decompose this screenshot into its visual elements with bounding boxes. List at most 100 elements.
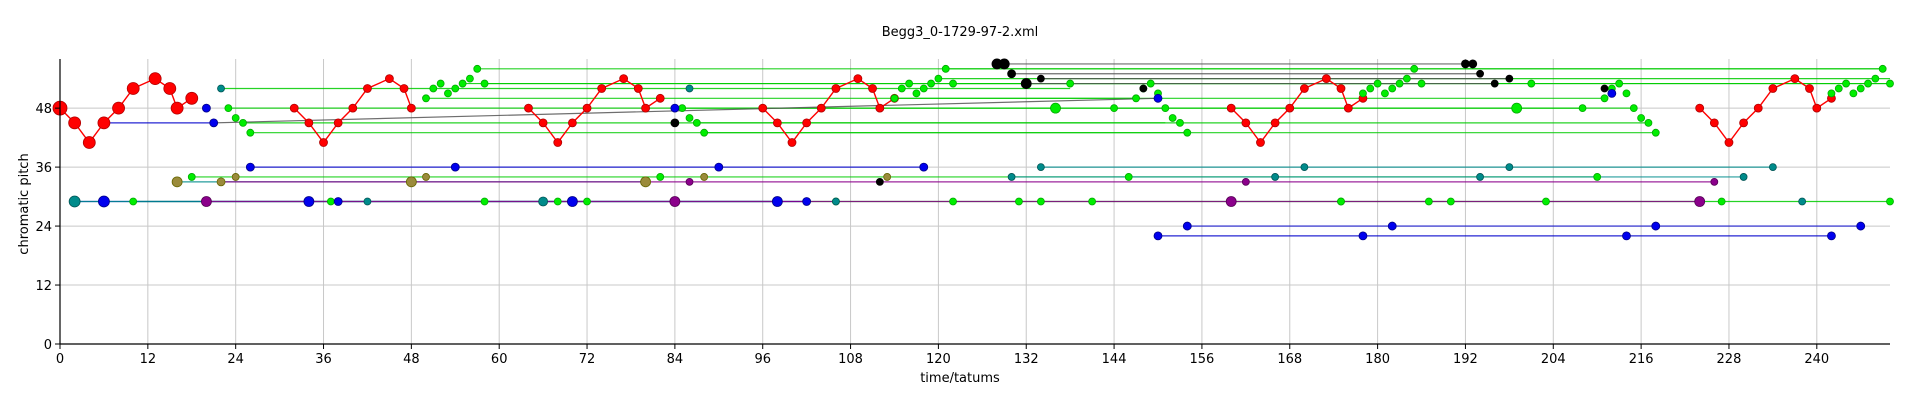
note-marker (245, 162, 255, 172)
note-marker (875, 177, 884, 186)
note-marker (1651, 128, 1660, 137)
y-tick-label: 24 (35, 220, 52, 235)
note-marker (771, 196, 783, 207)
x-tick-label: 192 (1453, 352, 1478, 367)
note-marker (633, 84, 643, 93)
note-marker (1285, 103, 1295, 113)
note-marker (758, 103, 768, 113)
note-marker (1812, 103, 1822, 113)
connection-line (213, 97, 1159, 124)
note-marker (1834, 84, 1843, 93)
note-marker (700, 173, 709, 181)
note-marker (670, 118, 680, 128)
note-marker (670, 103, 680, 113)
note-marker (1600, 84, 1609, 93)
note-marker (1864, 79, 1872, 88)
note-marker (1256, 138, 1265, 147)
note-marker (1270, 118, 1280, 128)
note-marker (98, 195, 110, 208)
note-marker (187, 173, 196, 181)
note-marker (1183, 128, 1192, 137)
melody-line (59, 77, 193, 144)
note-marker (1358, 231, 1368, 241)
melody-line (1230, 77, 1364, 144)
note-marker (68, 195, 81, 208)
note-marker (685, 177, 694, 186)
note-marker (1176, 118, 1184, 127)
note-marker (1402, 74, 1411, 83)
note-marker (1644, 118, 1653, 127)
x-tick-label: 216 (1629, 352, 1654, 367)
note-marker (444, 89, 452, 98)
note-marker (473, 64, 482, 73)
note-marker (1768, 84, 1778, 93)
note-marker (1153, 231, 1163, 241)
note-marker (201, 103, 211, 113)
note-marker (1321, 74, 1331, 84)
note-marker (1182, 221, 1192, 231)
note-marker (326, 197, 335, 206)
x-tick-label: 48 (403, 352, 420, 367)
note-marker (451, 84, 460, 93)
note-marker (875, 103, 885, 113)
note-marker (422, 173, 430, 181)
note-marker (231, 114, 240, 122)
note-marker (714, 162, 724, 172)
note-marker (1878, 64, 1887, 73)
note-marker (1168, 114, 1177, 122)
note-marker (568, 118, 577, 128)
note-marker (1395, 79, 1404, 88)
note-marker (1124, 173, 1133, 181)
note-marker (1709, 118, 1719, 128)
note-marker (1337, 197, 1345, 206)
note-marker (112, 101, 125, 115)
note-marker (319, 138, 328, 147)
x-tick-label: 156 (1190, 352, 1215, 367)
x-axis-label: time/tatums (920, 371, 1000, 386)
note-marker (582, 103, 592, 113)
note-marker (1622, 89, 1631, 98)
note-marker (163, 82, 177, 95)
note-marker (1739, 118, 1748, 128)
x-tick-label: 108 (838, 352, 863, 367)
x-tick-label: 96 (754, 352, 771, 367)
x-tick-label: 72 (579, 352, 596, 367)
note-marker (348, 103, 358, 113)
note-marker (1110, 104, 1118, 113)
note-marker (239, 118, 247, 127)
y-axis-label: chromatic pitch (17, 153, 32, 254)
x-tick-label: 0 (56, 352, 64, 367)
note-marker (333, 197, 343, 206)
note-marker (480, 79, 489, 88)
y-tick-label: 12 (35, 279, 52, 294)
note-marker (1637, 114, 1646, 122)
x-tick-label: 180 (1365, 352, 1390, 367)
note-marker (436, 79, 445, 88)
note-marker (524, 103, 533, 113)
x-tick-label: 144 (1102, 352, 1127, 367)
note-marker (185, 91, 199, 105)
note-marker (883, 173, 892, 181)
note-marker (1827, 89, 1836, 98)
x-tick-label: 132 (1014, 352, 1039, 367)
note-marker (1527, 79, 1536, 88)
note-marker (1241, 177, 1250, 186)
note-marker (1695, 103, 1705, 113)
note-marker (853, 74, 863, 84)
x-tick-label: 12 (140, 352, 157, 367)
x-tick-label: 36 (315, 352, 332, 367)
x-tick-label: 120 (926, 352, 951, 367)
note-marker (669, 196, 681, 207)
note-marker (597, 84, 607, 93)
note-marker (583, 197, 591, 206)
note-marker (1651, 221, 1661, 231)
note-marker (927, 79, 935, 88)
note-marker (1050, 102, 1061, 114)
note-marker (1768, 163, 1777, 172)
note-marker (363, 84, 372, 93)
note-marker (1607, 88, 1617, 98)
connection-segments (74, 63, 1890, 237)
note-marker (678, 104, 687, 113)
note-marker (1476, 173, 1484, 181)
note-marker (399, 84, 409, 93)
